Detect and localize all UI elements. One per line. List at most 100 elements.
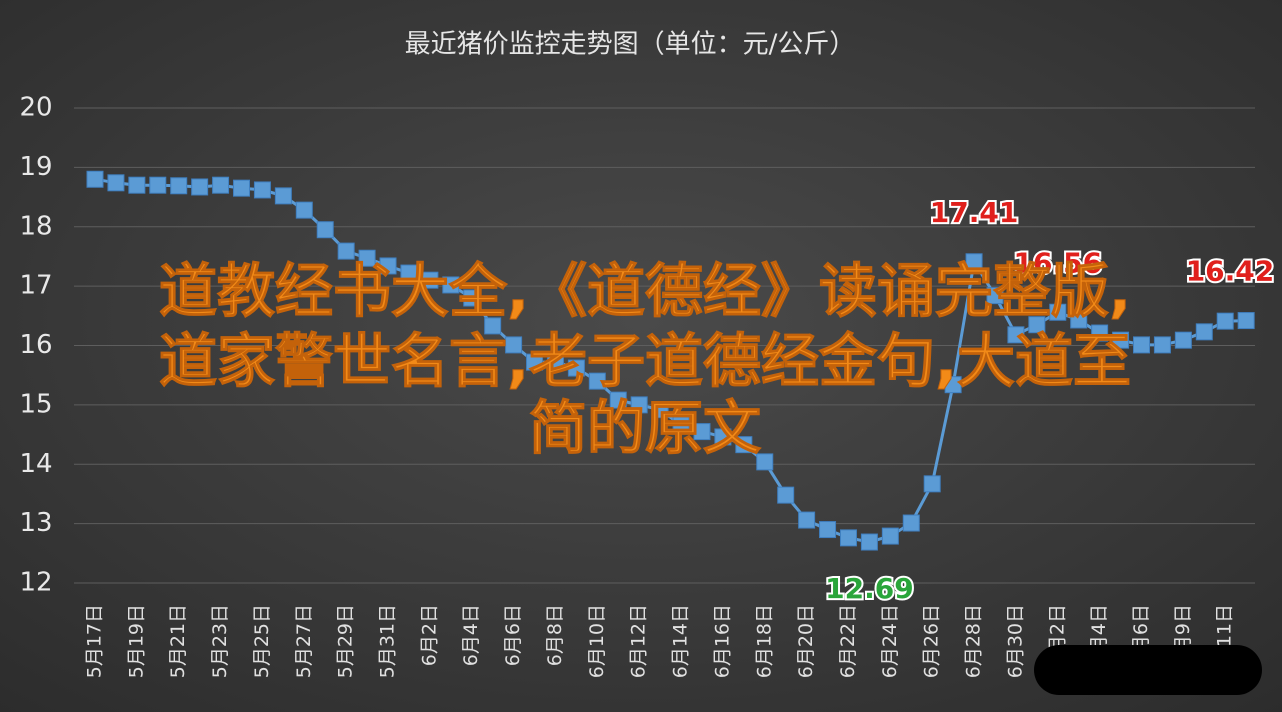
marker bbox=[107, 174, 125, 192]
x-tick-label: 6月26日 bbox=[921, 604, 943, 678]
x-tick-label: 6月2日 bbox=[418, 604, 440, 666]
y-tick-label: 20 bbox=[19, 93, 52, 123]
marker bbox=[1133, 336, 1150, 354]
marker bbox=[777, 486, 795, 504]
marker bbox=[1070, 311, 1088, 329]
y-tick-label: 19 bbox=[19, 152, 52, 182]
chart-title: 最近猪价监控走势图（单位：元/公斤） bbox=[405, 30, 856, 60]
x-tick-label: 6月18日 bbox=[753, 604, 775, 678]
marker bbox=[274, 187, 292, 205]
marker bbox=[233, 179, 251, 197]
x-tick-label: 6月8日 bbox=[544, 604, 566, 666]
marker bbox=[484, 317, 502, 335]
marker bbox=[316, 221, 334, 239]
marker bbox=[1007, 326, 1025, 344]
marker bbox=[1091, 324, 1109, 342]
marker bbox=[191, 178, 209, 196]
x-tick-label: 5月21日 bbox=[167, 604, 189, 678]
marker bbox=[819, 521, 837, 539]
marker bbox=[839, 529, 857, 547]
marker bbox=[944, 376, 962, 394]
marker bbox=[881, 527, 899, 545]
marker bbox=[505, 336, 523, 354]
marker bbox=[86, 170, 104, 188]
marker bbox=[651, 401, 669, 419]
marker bbox=[253, 181, 271, 199]
y-tick-label: 16 bbox=[19, 330, 52, 360]
marker bbox=[902, 514, 920, 532]
x-tick-label: 6月22日 bbox=[837, 604, 859, 678]
x-tick-label: 6月6日 bbox=[502, 604, 524, 666]
overlay-text: 道教经书大全,《道德经》读诵完整版, bbox=[159, 257, 1131, 325]
x-tick-label: 5月19日 bbox=[125, 604, 147, 678]
marker bbox=[128, 176, 146, 194]
x-tick-label: 5月25日 bbox=[251, 604, 273, 678]
x-tick-label: 6月12日 bbox=[628, 604, 650, 678]
overlay-text: 道家警世名言,老子道德经金句,大道至 bbox=[159, 327, 1131, 395]
marker bbox=[986, 287, 1004, 305]
marker bbox=[442, 276, 460, 294]
data-label: 12.69 bbox=[825, 572, 914, 605]
marker bbox=[630, 396, 648, 414]
marker bbox=[756, 453, 774, 471]
y-tick-label: 15 bbox=[19, 389, 52, 419]
x-tick-label: 6月4日 bbox=[460, 604, 482, 666]
marker bbox=[170, 177, 188, 195]
marker bbox=[1174, 331, 1192, 349]
y-tick-label: 14 bbox=[19, 449, 52, 479]
x-tick-label: 6月20日 bbox=[795, 604, 817, 678]
x-tick-label: 6月24日 bbox=[879, 604, 901, 678]
data-label: 16.56 bbox=[1013, 246, 1102, 279]
y-tick-label: 17 bbox=[19, 271, 52, 301]
marker bbox=[358, 249, 376, 267]
marker bbox=[1049, 303, 1067, 321]
marker bbox=[588, 372, 606, 390]
marker bbox=[546, 353, 564, 371]
x-tick-label: 5月17日 bbox=[84, 604, 106, 678]
marker bbox=[693, 423, 711, 441]
marker bbox=[149, 176, 167, 194]
y-tick-label: 13 bbox=[19, 508, 52, 538]
marker bbox=[860, 533, 878, 551]
marker bbox=[714, 428, 732, 446]
x-tick-label: 5月23日 bbox=[209, 604, 231, 678]
x-tick-label: 6月16日 bbox=[711, 604, 733, 678]
marker bbox=[1153, 336, 1171, 354]
marker bbox=[421, 271, 439, 289]
marker bbox=[1216, 312, 1234, 330]
x-tick-label: 5月27日 bbox=[293, 604, 315, 678]
marker bbox=[212, 176, 230, 194]
x-tick-label: 6月28日 bbox=[963, 604, 985, 678]
data-label: 16.42 bbox=[1186, 255, 1275, 288]
x-tick-label: 6月10日 bbox=[586, 604, 608, 678]
x-tick-label: 6月30日 bbox=[1004, 604, 1026, 678]
marker bbox=[295, 201, 313, 219]
marker bbox=[463, 289, 481, 307]
marker bbox=[1237, 312, 1255, 330]
marker bbox=[1195, 323, 1213, 341]
x-tick-label: 5月31日 bbox=[377, 604, 399, 678]
marker bbox=[400, 264, 418, 282]
marker bbox=[798, 511, 816, 529]
marker bbox=[735, 436, 753, 454]
marker bbox=[965, 253, 983, 271]
x-tick-label: 5月29日 bbox=[335, 604, 357, 678]
marker bbox=[526, 353, 544, 371]
marker bbox=[567, 359, 585, 377]
marker bbox=[672, 416, 690, 434]
marker bbox=[609, 391, 627, 409]
data-label: 17.41 bbox=[930, 196, 1019, 229]
overlay-text: 简的原文 bbox=[529, 394, 761, 462]
y-tick-label: 18 bbox=[19, 211, 52, 241]
marker bbox=[379, 257, 397, 275]
y-tick-label: 12 bbox=[19, 568, 52, 598]
marker bbox=[923, 475, 941, 493]
x-tick-label: 6月14日 bbox=[670, 604, 692, 678]
marker bbox=[1112, 331, 1130, 349]
redaction bbox=[1034, 645, 1262, 695]
marker bbox=[1028, 316, 1046, 334]
